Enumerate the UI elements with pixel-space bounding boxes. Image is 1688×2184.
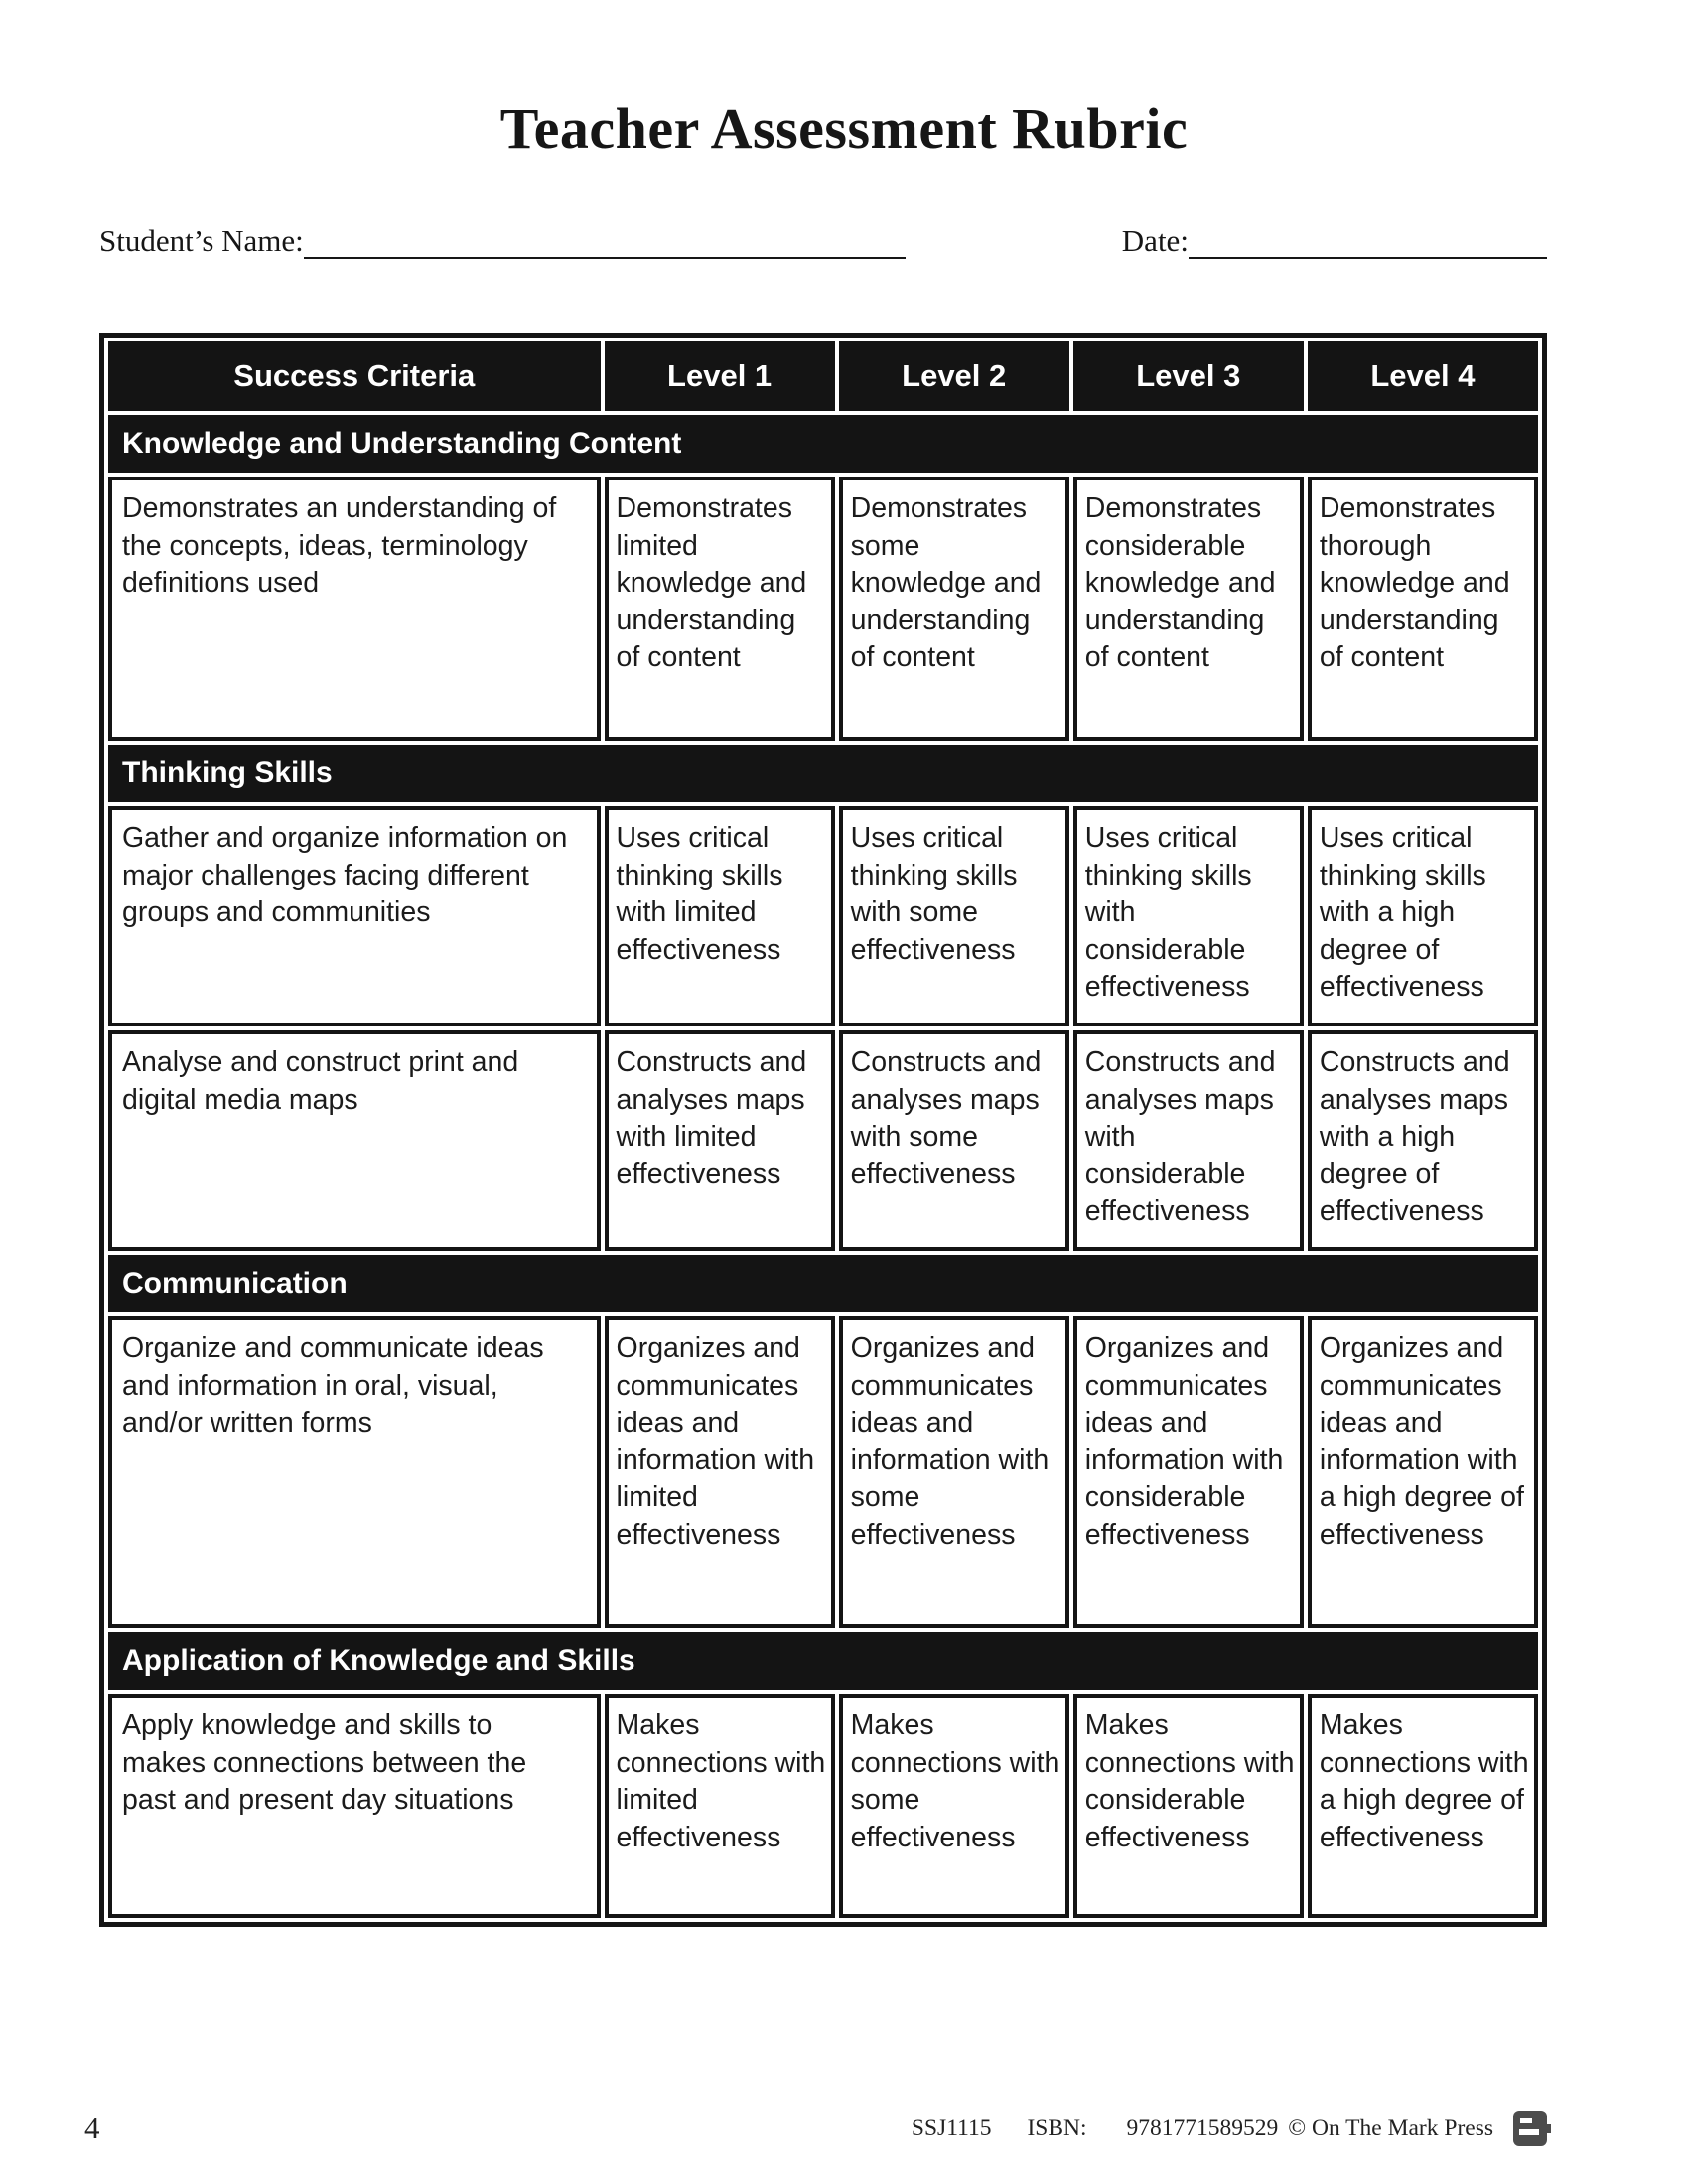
product-code: SSJ1115 [911,2115,992,2141]
date-label: Date: [1121,223,1189,258]
criteria-cell: Apply knowledge and skills to makes conn… [108,1694,601,1918]
level-1-cell: Constructs and analyses maps with limite… [604,1030,835,1251]
rubric-table-head: Success Criteria Level 1 Level 2 Level 3… [108,341,1538,411]
level-4-cell: Makes connections with a high degree of … [1307,1694,1538,1918]
section-row: Communication [108,1255,1538,1312]
column-header-level-1: Level 1 [604,341,835,411]
publisher-line: SSJ1115 ISBN: 9781771589529 © On The Mar… [911,2111,1551,2146]
section-row: Thinking Skills [108,745,1538,802]
level-4-cell: Demonstrates thorough knowledge and unde… [1307,477,1538,741]
level-4-cell: Organizes and communicates ideas and inf… [1307,1316,1538,1628]
isbn-number: 9781771589529 [1126,2115,1279,2141]
rubric-row: Organize and communicate ideas and infor… [108,1316,1538,1628]
level-3-cell: Organizes and communicates ideas and inf… [1072,1316,1304,1628]
level-3-cell: Constructs and analyses maps with consid… [1072,1030,1304,1251]
level-4-cell: Uses critical thinking skills with a hig… [1307,806,1538,1026]
level-3-cell: Makes connections with considerable effe… [1072,1694,1304,1918]
rubric-row: Analyse and construct print and digital … [108,1030,1538,1251]
rubric-table: Success Criteria Level 1 Level 2 Level 3… [99,333,1547,1927]
section-heading: Knowledge and Understanding Content [108,415,1538,473]
section-heading: Thinking Skills [108,745,1538,802]
criteria-cell: Demonstrates an understanding of the con… [108,477,601,741]
level-3-cell: Uses critical thinking skills with consi… [1072,806,1304,1026]
level-2-cell: Constructs and analyses maps with some e… [838,1030,1069,1251]
page-footer: 4 SSJ1115 ISBN: 9781771589529 © On The M… [84,2111,1551,2146]
page-title: Teacher Assessment Rubric [499,96,1189,161]
student-name-label: Student’s Name: [99,223,304,258]
column-header-row: Success Criteria Level 1 Level 2 Level 3… [108,341,1538,411]
level-2-cell: Organizes and communicates ideas and inf… [838,1316,1069,1628]
level-2-cell: Demonstrates some knowledge and understa… [838,477,1069,741]
level-1-cell: Makes connections with limited effective… [604,1694,835,1918]
date-field[interactable] [1188,223,1547,259]
section-row: Application of Knowledge and Skills [108,1632,1538,1690]
student-meta-row: Student’s Name: Date: [99,223,1547,259]
column-header-level-2: Level 2 [838,341,1069,411]
column-header-level-4: Level 4 [1307,341,1538,411]
level-1-cell: Demonstrates limited knowledge and under… [604,477,835,741]
level-2-cell: Makes connections with some effectivenes… [838,1694,1069,1918]
rubric-row: Demonstrates an understanding of the con… [108,477,1538,741]
level-3-cell: Demonstrates considerable knowledge and … [1072,477,1304,741]
column-header-level-3: Level 3 [1072,341,1304,411]
copyright-text: © On The Mark Press [1288,2115,1493,2141]
section-heading: Application of Knowledge and Skills [108,1632,1538,1690]
level-1-cell: Organizes and communicates ideas and inf… [604,1316,835,1628]
rubric-table-container: Success Criteria Level 1 Level 2 Level 3… [99,333,1547,1927]
rubric-row: Apply knowledge and skills to makes conn… [108,1694,1538,1918]
criteria-cell: Organize and communicate ideas and infor… [108,1316,601,1628]
student-name-field[interactable] [303,223,906,259]
criteria-cell: Gather and organize information on major… [108,806,601,1026]
level-4-cell: Constructs and analyses maps with a high… [1307,1030,1538,1251]
section-row: Knowledge and Understanding Content [108,415,1538,473]
criteria-cell: Analyse and construct print and digital … [108,1030,601,1251]
page-number: 4 [84,2111,100,2145]
publisher-logo-icon [1513,2111,1551,2146]
section-heading: Communication [108,1255,1538,1312]
level-2-cell: Uses critical thinking skills with some … [838,806,1069,1026]
rubric-row: Gather and organize information on major… [108,806,1538,1026]
page-header: Teacher Assessment Rubric [0,0,1688,162]
level-1-cell: Uses critical thinking skills with limit… [604,806,835,1026]
rubric-table-body: Knowledge and Understanding Content Demon… [108,415,1538,1918]
column-header-success-criteria: Success Criteria [108,341,601,411]
isbn-label: ISBN: [1027,2115,1087,2141]
